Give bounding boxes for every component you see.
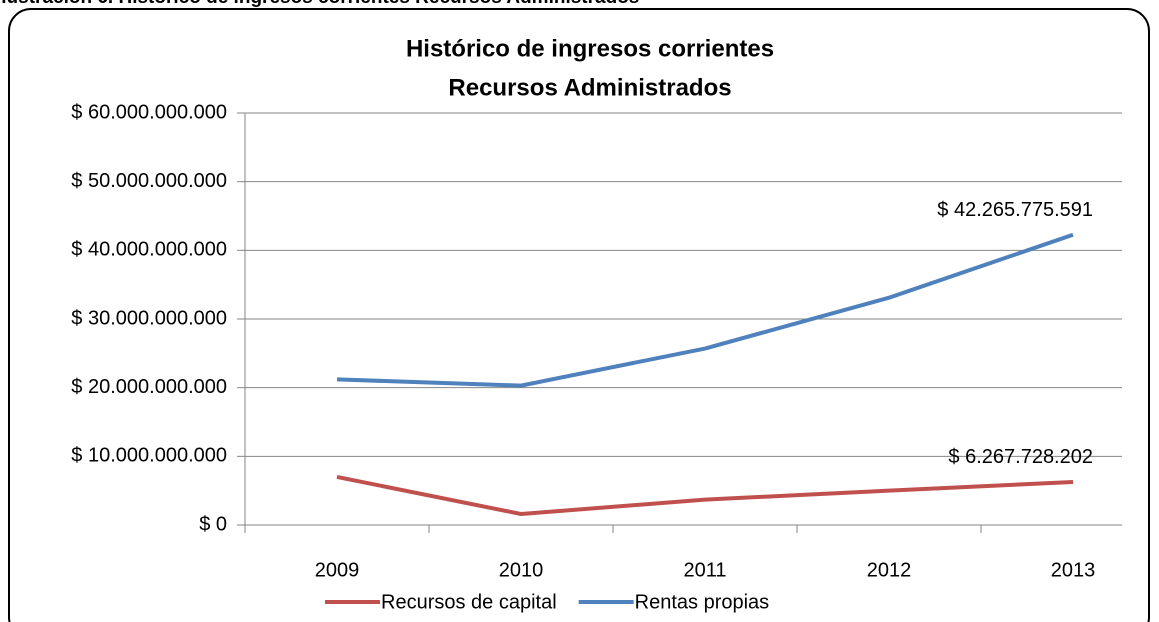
y-tick-label: $ 50.000.000.000 bbox=[71, 170, 227, 192]
data-label: $ 6.267.728.202 bbox=[948, 446, 1093, 468]
y-tick-label: $ 10.000.000.000 bbox=[71, 445, 227, 467]
legend-label: Rentas propias bbox=[635, 591, 770, 613]
caption: Ilustración 6. Histórico de ingresos cor… bbox=[0, 0, 639, 8]
series-line bbox=[336, 232, 1074, 388]
legend-label: Recursos de capital bbox=[381, 591, 557, 613]
x-tick-label: 2011 bbox=[683, 559, 726, 581]
chart-title: Histórico de ingresos corrientes bbox=[406, 35, 774, 62]
data-label: $ 42.265.775.591 bbox=[937, 199, 1093, 221]
chart-title: Recursos Administrados bbox=[448, 74, 731, 101]
x-tick-label: 2009 bbox=[315, 559, 360, 581]
y-tick-label: $ 30.000.000.000 bbox=[71, 307, 227, 329]
y-tick-label: $ 60.000.000.000 bbox=[71, 101, 227, 123]
series-line bbox=[336, 474, 1074, 517]
chart-frame bbox=[8, 8, 1150, 622]
x-tick-label: 2013 bbox=[1051, 559, 1096, 581]
y-tick-label: $ 20.000.000.000 bbox=[71, 376, 227, 398]
x-tick-label: 2010 bbox=[499, 559, 544, 581]
x-tick-label: 2012 bbox=[867, 559, 912, 581]
y-tick-label: $ 0 bbox=[199, 513, 227, 535]
y-tick-label: $ 40.000.000.000 bbox=[71, 239, 227, 261]
